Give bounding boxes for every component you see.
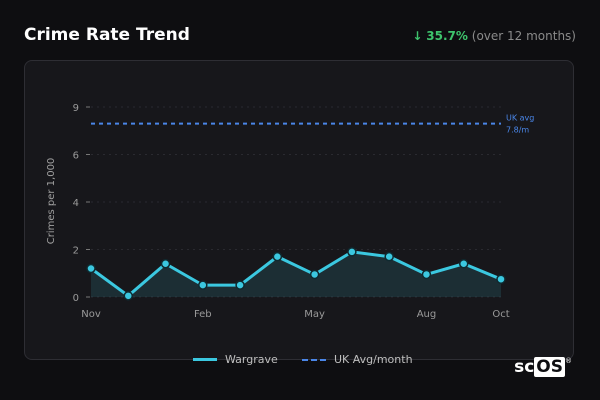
down-arrow-icon: ↓ — [412, 29, 423, 43]
x-tick-label: Nov — [81, 309, 101, 320]
series-line-wargrave — [89, 250, 503, 298]
x-tick-label: Feb — [194, 309, 212, 320]
change-note: (over 12 months) — [471, 29, 576, 43]
data-point — [458, 259, 469, 269]
change-summary: ↓ 35.7% (over 12 months) — [412, 29, 576, 43]
data-point — [160, 259, 171, 269]
x-tick-label: Oct — [492, 309, 509, 320]
legend-label-wargrave: Wargrave — [225, 353, 278, 366]
legend-item-wargrave[interactable]: Wargrave — [193, 353, 278, 366]
y-axis-label: Crimes per 1,000 — [46, 158, 57, 245]
data-point — [496, 274, 506, 284]
data-point — [235, 280, 245, 290]
data-point — [198, 280, 208, 290]
legend-item-uk-avg[interactable]: UK Avg/month — [302, 353, 413, 366]
legend-label-uk-avg: UK Avg/month — [334, 353, 413, 366]
data-point — [309, 269, 320, 280]
data-point — [272, 251, 283, 262]
chart-panel — [24, 60, 574, 360]
data-point — [86, 263, 96, 274]
change-percent: 35.7% — [426, 29, 468, 43]
uk-avg-label: UK avg — [506, 114, 534, 123]
scos-logo: sc OS ® — [514, 357, 572, 377]
chart-legend: Wargrave UK Avg/month — [0, 353, 600, 371]
y-tick-label: 0 — [73, 293, 79, 304]
legend-swatch-dashed — [302, 358, 326, 361]
data-point — [384, 251, 394, 262]
y-tick-label: 4 — [73, 198, 79, 209]
x-tick-label: May — [304, 309, 325, 320]
legend-swatch-solid — [193, 358, 217, 361]
data-point — [123, 291, 134, 301]
x-tick-label: Aug — [417, 309, 437, 320]
uk-avg-value-label: 7.8/m — [506, 126, 529, 135]
page-title: Crime Rate Trend — [24, 25, 190, 45]
y-tick-label: 2 — [73, 246, 79, 257]
data-point — [421, 269, 432, 280]
data-point — [347, 247, 357, 257]
series-area-wargrave — [91, 251, 501, 297]
y-tick-label: 9 — [73, 103, 79, 114]
y-tick-label: 6 — [73, 151, 79, 162]
